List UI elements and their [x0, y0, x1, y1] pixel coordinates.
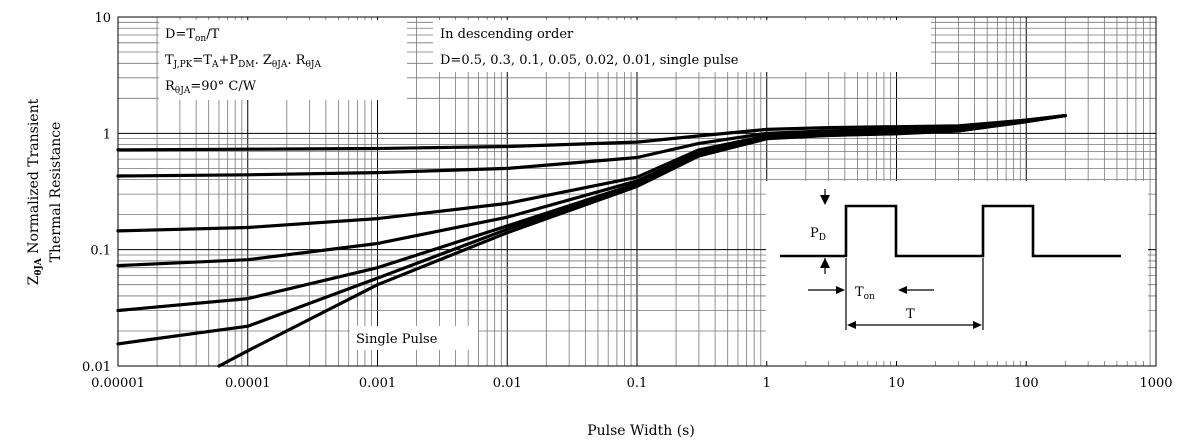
x-tick-label: 0.0001 — [225, 376, 271, 391]
y-tick-label: 1 — [103, 127, 111, 142]
svg-text:Thermal Resistance: Thermal Resistance — [48, 122, 64, 263]
ton-arrowhead-right — [898, 286, 907, 294]
x-tick-label: 0.001 — [359, 376, 396, 391]
x-tick-labels: 0.00001 0.0001 0.001 0.01 0.1 1 10 100 1000 — [91, 376, 1172, 391]
x-tick-label: 100 — [1014, 376, 1039, 391]
x-axis-label: Pulse Width (s) — [587, 423, 695, 439]
annotation-box-order: In descending order D=0.5, 0.3, 0.1, 0.0… — [433, 20, 931, 72]
svg-text:ZθJA Normalized Transient: ZθJA Normalized Transient — [26, 98, 44, 285]
y-axis-label: ZθJA Normalized Transient Thermal Resist… — [26, 98, 64, 285]
pulse-waveform — [780, 204, 1121, 258]
duty-cycle-annotation: D=Ton/T — [165, 27, 220, 44]
thermal-resistance-value: RθJA=90° C/W — [165, 79, 257, 96]
y-tick-label: 0.01 — [82, 360, 111, 375]
order-line-2: D=0.5, 0.3, 0.1, 0.05, 0.02, 0.01, singl… — [440, 53, 739, 68]
single-pulse-label-box: Single Pulse — [350, 326, 478, 350]
pd-label: PD — [810, 226, 826, 243]
pd-arrowhead-bottom — [820, 258, 830, 268]
series-group — [116, 113, 1067, 368]
x-tick-label: 0.00001 — [91, 376, 145, 391]
period-arrowhead-left — [847, 321, 856, 329]
pulse-waveform-inset: PD Ton T — [766, 181, 1148, 361]
plot-frame — [117, 16, 1157, 367]
annotation-box-params: D=Ton/T TJ,PK=TA+PDM. ZθJA. RθJA RθJA=90… — [159, 20, 407, 100]
order-line-1: In descending order — [440, 27, 574, 42]
x-tick-label: 10 — [888, 376, 905, 391]
x-tick-label: 1 — [763, 376, 771, 391]
y-tick-label: 10 — [94, 11, 111, 26]
y-tick-labels: 0.01 0.1 1 10 — [82, 11, 111, 375]
ton-label: Ton — [855, 285, 875, 302]
period-label: T — [906, 307, 915, 322]
series-line-2 — [116, 113, 1067, 178]
y-tick-label: 0.1 — [90, 244, 111, 259]
single-pulse-label: Single Pulse — [356, 332, 438, 347]
pd-arrowhead-top — [820, 195, 830, 205]
junction-temperature-formula: TJ,PK=TA+PDM. ZθJA. RθJA — [165, 53, 321, 70]
period-arrowhead-right — [973, 321, 982, 329]
x-tick-label: 1000 — [1139, 376, 1172, 391]
x-tick-label: 0.01 — [493, 376, 522, 391]
x-tick-label: 0.1 — [627, 376, 648, 391]
ton-arrowhead-left — [836, 286, 845, 294]
series-line-7 — [217, 113, 1067, 368]
